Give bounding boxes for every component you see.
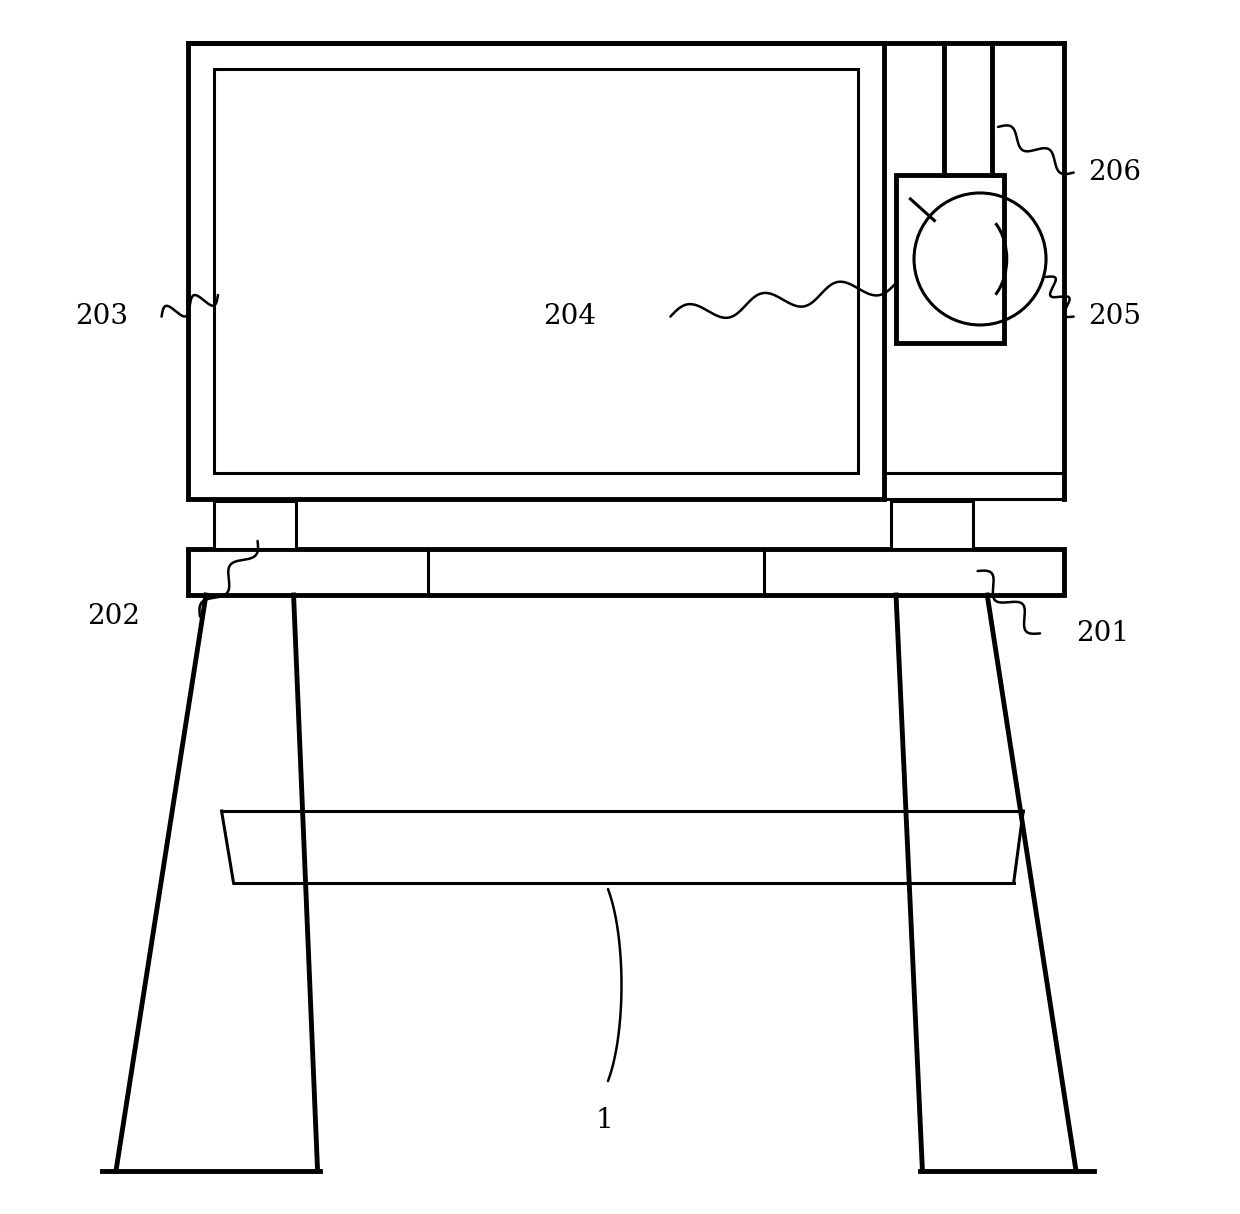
Text: 1: 1 bbox=[595, 1107, 614, 1134]
Text: 206: 206 bbox=[1087, 159, 1141, 186]
Text: 204: 204 bbox=[543, 304, 596, 330]
Bar bbox=[188, 42, 884, 499]
Bar bbox=[215, 501, 296, 550]
Text: 202: 202 bbox=[87, 603, 140, 630]
Bar bbox=[215, 69, 858, 472]
Text: 201: 201 bbox=[1076, 620, 1130, 647]
Bar bbox=[188, 472, 1064, 499]
Bar bbox=[188, 550, 1064, 595]
Text: 205: 205 bbox=[1087, 304, 1141, 330]
Bar bbox=[897, 175, 1004, 344]
Text: 203: 203 bbox=[74, 304, 128, 330]
Bar bbox=[892, 501, 973, 550]
